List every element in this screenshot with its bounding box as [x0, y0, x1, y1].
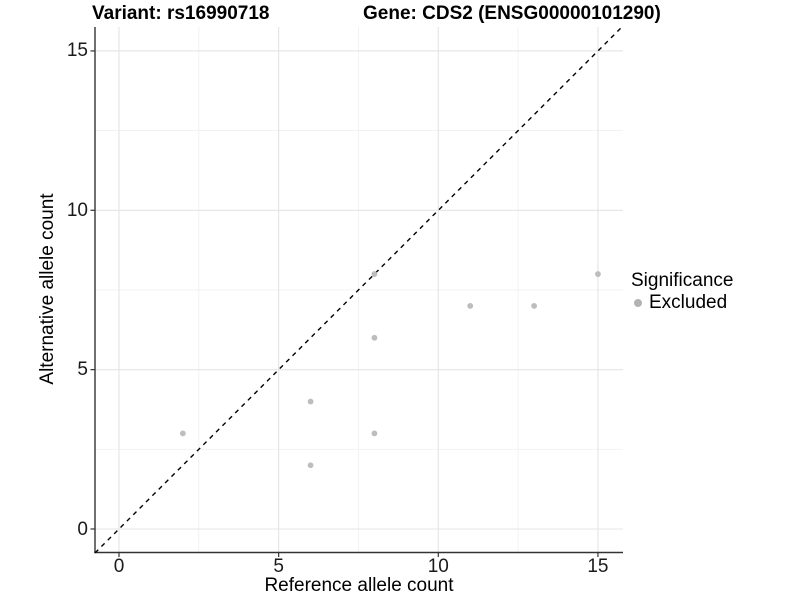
data-point	[467, 303, 474, 309]
data-point	[179, 430, 186, 437]
data-point	[531, 303, 537, 309]
x-tick-label: 5	[273, 556, 284, 577]
legend-entry-excluded: Excluded	[631, 291, 733, 314]
legend: Significance Excluded	[631, 270, 733, 314]
legend-entry-label: Excluded	[649, 291, 728, 313]
data-point	[371, 334, 378, 341]
plot-title-gene: Gene: CDS2 (ENSG00000101290)	[363, 3, 661, 24]
plot-title-variant: Variant: rs16990718	[92, 3, 270, 24]
y-tick-label: 0	[77, 518, 88, 540]
data-point	[371, 271, 378, 277]
x-tick-label: 0	[113, 556, 125, 577]
data-point	[371, 430, 378, 437]
data-point	[307, 398, 314, 405]
x-tick-label: 15	[587, 556, 609, 577]
data-point	[595, 271, 601, 277]
excluded-point-icon	[634, 299, 642, 308]
identity-dashed-line	[94, 26, 623, 554]
x-axis-title: Reference allele count	[264, 575, 454, 596]
y-tick-label: 15	[66, 40, 88, 62]
x-tick-label: 10	[427, 556, 449, 577]
data-point	[307, 462, 314, 469]
y-tick-label: 5	[77, 359, 88, 381]
legend-title: Significance	[631, 270, 734, 291]
y-tick-label: 10	[66, 199, 88, 221]
y-axis-title: Alternative allele count	[37, 193, 58, 385]
legend-key	[631, 296, 645, 310]
